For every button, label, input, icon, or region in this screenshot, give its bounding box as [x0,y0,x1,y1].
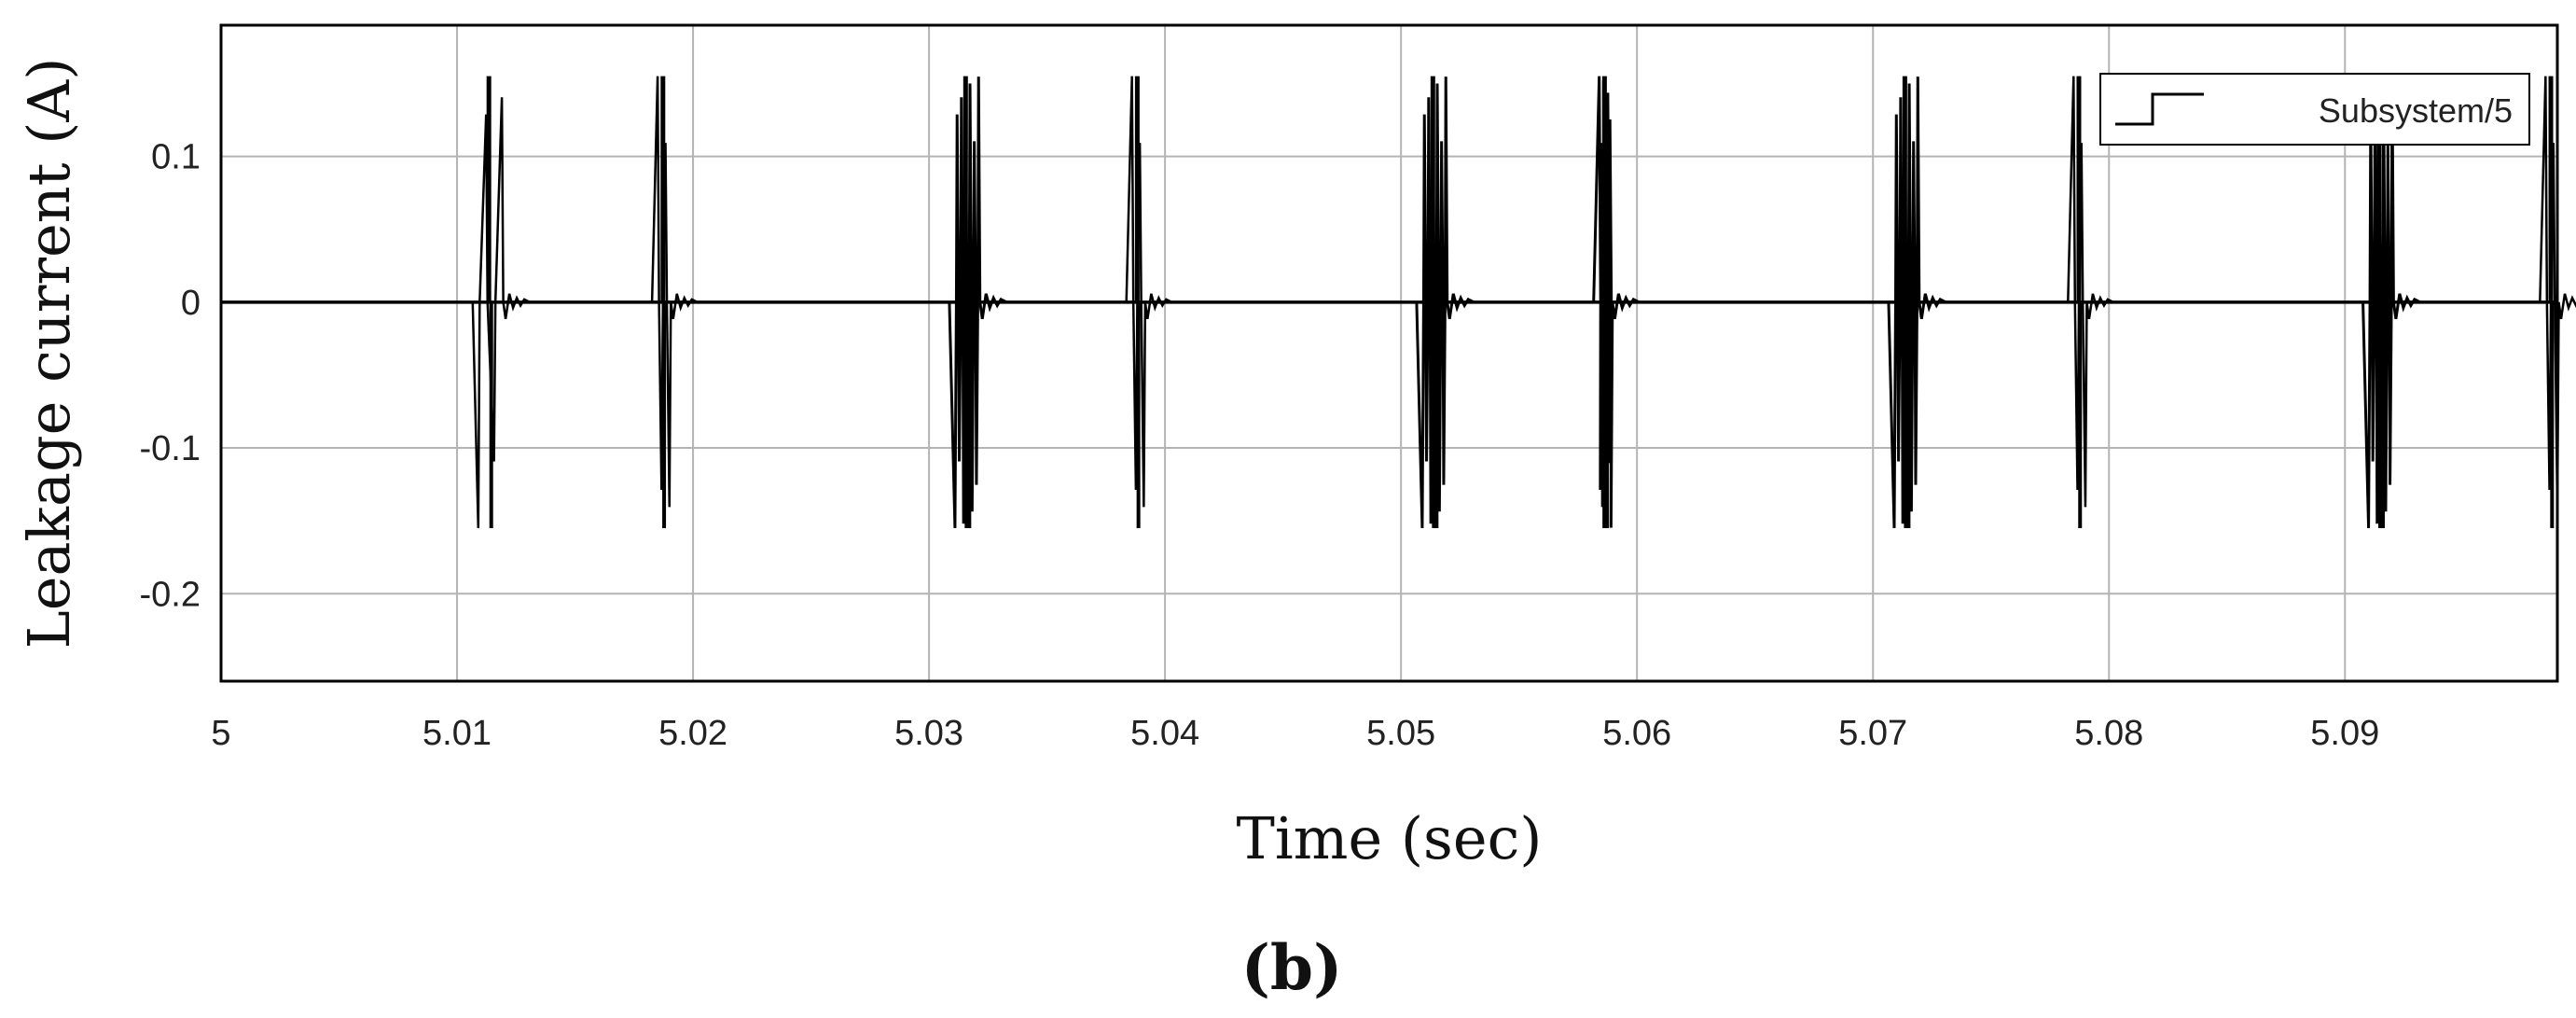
x-tick-label: 5.08 [2074,714,2143,753]
legend-entry-label: Subsystem/5 [2319,91,2513,130]
x-tick-label: 5 [211,714,230,753]
transient-burst [650,76,699,528]
burst-waveform [2361,77,2421,529]
x-tick-label: 5.04 [1130,714,1199,753]
y-tick-label: 0 [181,284,201,323]
y-axis-title: Leakage current (A) [15,58,83,649]
burst-waveform [1415,77,1475,529]
transient-burst [1125,76,1172,528]
burst-waveform [1592,76,1641,528]
transient-burst [948,76,1007,529]
burst-waveform [1887,77,1946,529]
y-tick-labels: 0.1 0 -0.1 -0.2 [140,138,201,615]
y-tick-label: -0.1 [140,429,201,468]
burst-waveform [948,77,1007,529]
x-tick-label: 5.02 [658,714,727,753]
x-tick-label: 5.01 [422,714,492,753]
legend: Subsystem/5 [2099,73,2530,146]
x-axis-title: Time (sec) [1237,804,1543,872]
burst-waveform [2067,76,2114,508]
legend-box [2099,73,2530,146]
x-tick-label: 5.06 [1602,714,1671,753]
burst-waveform [471,97,531,528]
x-tick-labels: 5 5.01 5.02 5.03 5.04 5.05 5.06 5.07 5.08 5.09 [211,714,2379,753]
x-tick-label: 5.09 [2310,714,2379,753]
burst-waveform [1125,76,1172,508]
transient-burst [2067,76,2114,528]
y-tick-label: 0.1 [151,138,201,177]
transient-burst [1415,76,1475,529]
y-tick-label: -0.2 [140,575,201,614]
x-tick-label: 5.05 [1366,714,1435,753]
transient-burst [1887,76,1946,529]
transient-burst [471,76,531,528]
plot-frame [219,23,2559,683]
x-tick-label: 5.03 [894,714,963,753]
legend-step-symbol [2115,92,2204,126]
transient-burst [1592,76,1641,528]
x-tick-label: 5.07 [1838,714,1907,753]
series-layer [221,76,2576,529]
burst-waveform [650,76,699,508]
panel-label: (b) [1241,931,1343,1004]
